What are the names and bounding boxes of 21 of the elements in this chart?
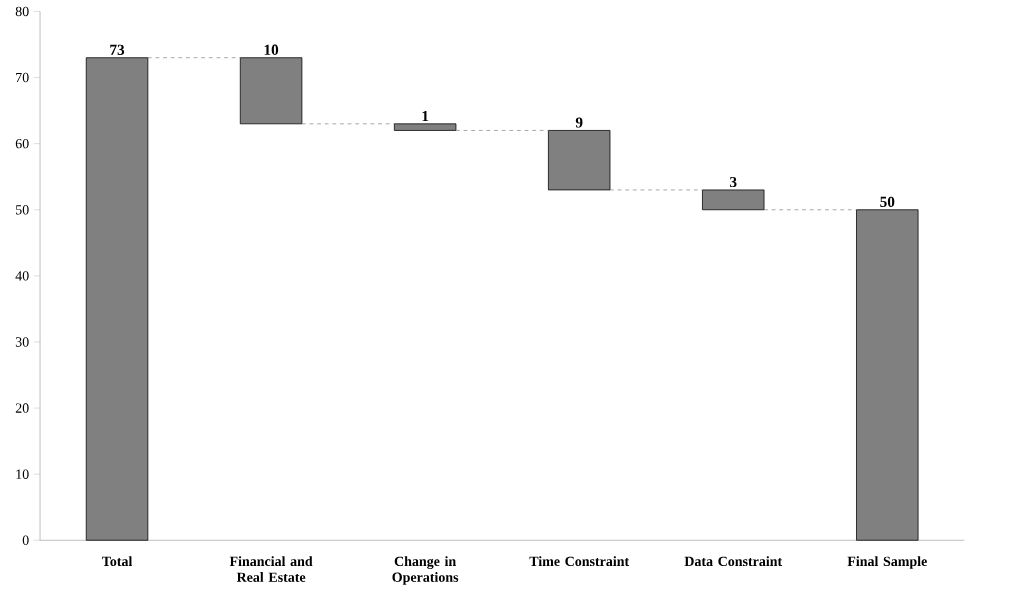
data-label: 73 bbox=[110, 44, 125, 55]
x-tick-label: Time Constraint bbox=[529, 556, 630, 567]
data-label: 50 bbox=[880, 196, 895, 207]
y-tick-label: 30 bbox=[15, 337, 29, 347]
y-tick-label: 0 bbox=[22, 535, 29, 545]
y-tick-label: 70 bbox=[16, 72, 29, 83]
data-label: 1 bbox=[422, 110, 429, 122]
y-tick-label: 50 bbox=[16, 205, 29, 215]
y-tick-label: 20 bbox=[15, 403, 29, 413]
x-tick-label: Data Constraint bbox=[684, 556, 783, 567]
y-tick-label: 10 bbox=[16, 469, 29, 479]
y-tick-label: 60 bbox=[15, 138, 29, 149]
x-tick-label: Final Sample bbox=[847, 556, 927, 569]
x-tick-label: Financial and Real Estate bbox=[229, 556, 313, 582]
data-label: 3 bbox=[730, 176, 737, 188]
y-tick-label: 80 bbox=[15, 6, 29, 17]
x-tick-label: Change in Operations bbox=[392, 556, 459, 585]
y-tick-label: 40 bbox=[15, 271, 29, 281]
x-tick-label: Total bbox=[102, 556, 133, 567]
data-label: 9 bbox=[575, 117, 583, 128]
data-label: 10 bbox=[264, 44, 279, 55]
